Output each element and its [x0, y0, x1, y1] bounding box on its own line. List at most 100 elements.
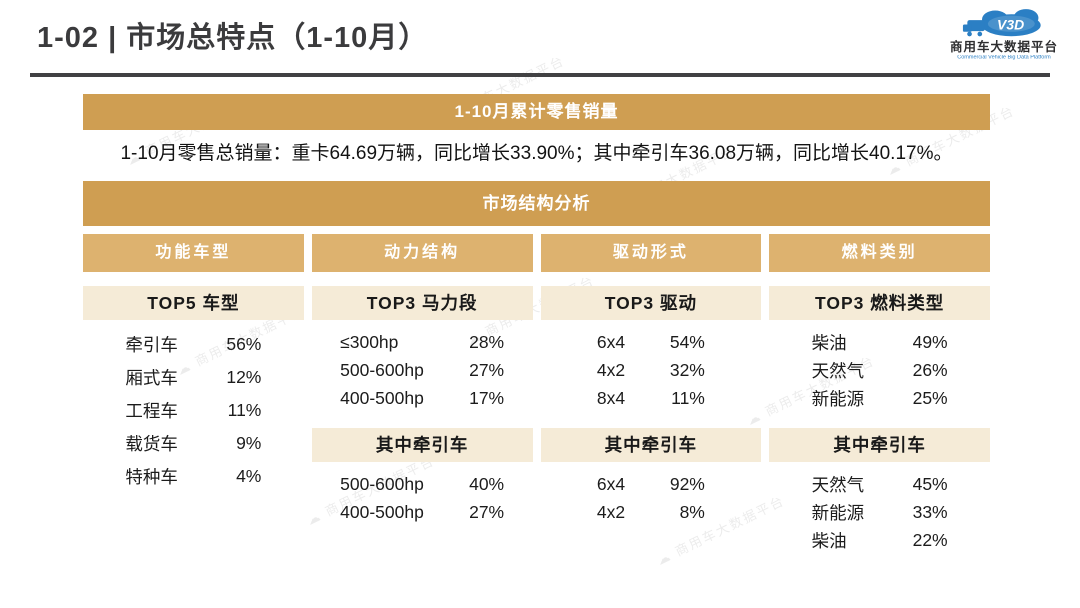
stat-value: 17%: [469, 387, 505, 408]
stat-row: 柴油 49%: [769, 328, 990, 356]
logo-subtitle: Commercial Vehicle Big Data Platform: [957, 54, 1051, 61]
stat-label: 6x4: [596, 331, 626, 352]
stat-label: 4x2: [596, 359, 626, 380]
page-title: 1-02 | 市场总特点（1-10月）: [37, 22, 429, 54]
stat-label: 500-600hp: [340, 359, 424, 380]
stat-value: 28%: [469, 331, 505, 352]
stat-row: 400-500hp 27%: [312, 498, 533, 526]
stat-value: 26%: [912, 359, 948, 380]
section-tractor-subset: 其中牵引车 6x4 92% 4x2 8%: [540, 428, 762, 526]
stat-value: 92%: [669, 473, 705, 494]
column-function-type: 功能车型 TOP5 车型 牵引车 56% 厢式车 12% 工程车: [83, 234, 304, 554]
stat-value: 22%: [912, 529, 948, 550]
stat-label: 工程车: [125, 401, 178, 421]
section-title: TOP3 马力段: [311, 286, 533, 320]
section-title: 其中牵引车: [311, 428, 533, 462]
stat-label: ≤300hp: [340, 331, 399, 352]
cumulative-sales-banner: 1-10月累计零售销量: [83, 94, 990, 130]
stat-label: 6x4: [596, 473, 626, 494]
stat-row: 工程车 11%: [83, 394, 304, 427]
stat-row: 8x4 11%: [541, 384, 762, 412]
stat-row: 6x4 92%: [541, 470, 762, 498]
stat-label: 400-500hp: [340, 501, 424, 522]
column-fuel-type: 燃料类别 TOP3 燃料类型 柴油 49% 天然气 26% 新能源: [769, 234, 990, 554]
stat-value: 56%: [226, 334, 262, 354]
stat-label: 天然气: [811, 360, 865, 381]
section-top3-drive: TOP3 驱动 6x4 54% 4x2 32% 8x4 11%: [540, 286, 762, 412]
stat-row: 柴油 22%: [769, 526, 990, 554]
sales-summary-text: 1-10月零售总销量：重卡64.69万辆，同比增长33.90%；其中牵引车36.…: [120, 143, 953, 164]
column-drive-type: 驱动形式 TOP3 驱动 6x4 54% 4x2 32% 8x4: [540, 234, 762, 554]
stat-label: 牵引车: [125, 335, 178, 355]
stat-row: 特种车 4%: [83, 460, 304, 493]
stat-rows: 500-600hp 40% 400-500hp 27%: [312, 462, 533, 526]
section-title: TOP3 驱动: [540, 286, 762, 320]
stat-value: 12%: [226, 367, 262, 387]
stat-rows: 牵引车 56% 厢式车 12% 工程车 11% 载货车: [83, 320, 304, 493]
stat-label: 厢式车: [125, 368, 178, 388]
section-tractor-subset: 其中牵引车 天然气 45% 新能源 33% 柴油 22%: [769, 428, 990, 554]
logo-brand-text: V3D: [997, 17, 1024, 33]
section-title: 其中牵引车: [769, 428, 990, 462]
stat-rows: 天然气 45% 新能源 33% 柴油 22%: [769, 462, 990, 554]
stat-value: 27%: [469, 359, 505, 380]
title-divider: [30, 73, 1050, 77]
stat-row: 载货车 9%: [83, 427, 304, 460]
stat-row: 牵引车 56%: [83, 328, 304, 361]
stat-label: 8x4: [596, 387, 626, 408]
column-header: 燃料类别: [769, 234, 990, 272]
stat-label: 特种车: [125, 467, 178, 487]
stat-value: 4%: [236, 466, 262, 486]
stat-label: 400-500hp: [340, 387, 424, 408]
stat-label: 500-600hp: [340, 473, 424, 494]
stat-row: 4x2 32%: [541, 356, 762, 384]
stats-grid: 功能车型 TOP5 车型 牵引车 56% 厢式车 12% 工程车: [83, 234, 990, 554]
stat-row: 厢式车 12%: [83, 361, 304, 394]
stat-row: 新能源 33%: [769, 498, 990, 526]
section-title: TOP5 车型: [83, 286, 304, 320]
stat-value: 11%: [227, 400, 262, 420]
stat-value: 32%: [669, 359, 705, 380]
stat-value: 11%: [671, 387, 705, 408]
column-header: 驱动形式: [540, 234, 762, 272]
stat-value: 40%: [469, 473, 505, 494]
stat-row: 天然气 26%: [769, 356, 990, 384]
stat-value: 45%: [912, 473, 948, 494]
column-header: 功能车型: [83, 234, 304, 272]
market-structure-banner: 市场结构分析: [83, 181, 990, 226]
stat-value: 27%: [469, 501, 505, 522]
slide-content: 1-10月累计零售销量 1-10月零售总销量：重卡64.69万辆，同比增长33.…: [83, 94, 990, 554]
stat-rows: 6x4 92% 4x2 8%: [541, 462, 762, 526]
stat-value: 33%: [912, 501, 948, 522]
stat-row: 500-600hp 27%: [312, 356, 533, 384]
stat-label: 新能源: [811, 502, 865, 523]
column-header: 动力结构: [311, 234, 533, 272]
cloud-truck-logo-icon: V3D: [962, 9, 1041, 37]
stat-row: 天然气 45%: [769, 470, 990, 498]
section-tractor-subset: 其中牵引车 500-600hp 40% 400-500hp 27%: [311, 428, 533, 526]
section-title: TOP3 燃料类型: [769, 286, 990, 320]
brand-logo: V3D 商用车大数据平台 Commercial Vehicle Big Data…: [942, 5, 1066, 61]
section-title: 其中牵引车: [540, 428, 762, 462]
stat-row: ≤300hp 28%: [312, 328, 533, 356]
stat-label: 天然气: [811, 474, 865, 495]
section-top3-horsepower: TOP3 马力段 ≤300hp 28% 500-600hp 27% 400-50…: [311, 286, 533, 412]
column-power-structure: 动力结构 TOP3 马力段 ≤300hp 28% 500-600hp 27%: [311, 234, 533, 554]
stat-value: 9%: [236, 433, 262, 453]
stat-row: 500-600hp 40%: [312, 470, 533, 498]
section-top3-fuel: TOP3 燃料类型 柴油 49% 天然气 26% 新能源 25%: [769, 286, 990, 412]
stat-row: 6x4 54%: [541, 328, 762, 356]
stat-label: 柴油: [811, 530, 847, 551]
stat-label: 新能源: [811, 388, 865, 409]
stat-label: 载货车: [125, 434, 178, 454]
stat-value: 54%: [669, 331, 705, 352]
stat-rows: 柴油 49% 天然气 26% 新能源 25%: [769, 320, 990, 412]
stat-rows: 6x4 54% 4x2 32% 8x4 11%: [541, 320, 762, 412]
stat-label: 柴油: [811, 332, 847, 353]
stat-value: 49%: [912, 331, 948, 352]
stat-rows: ≤300hp 28% 500-600hp 27% 400-500hp 17%: [312, 320, 533, 412]
stat-value: 8%: [679, 501, 705, 522]
stat-value: 25%: [912, 387, 948, 408]
stat-row: 4x2 8%: [541, 498, 762, 526]
